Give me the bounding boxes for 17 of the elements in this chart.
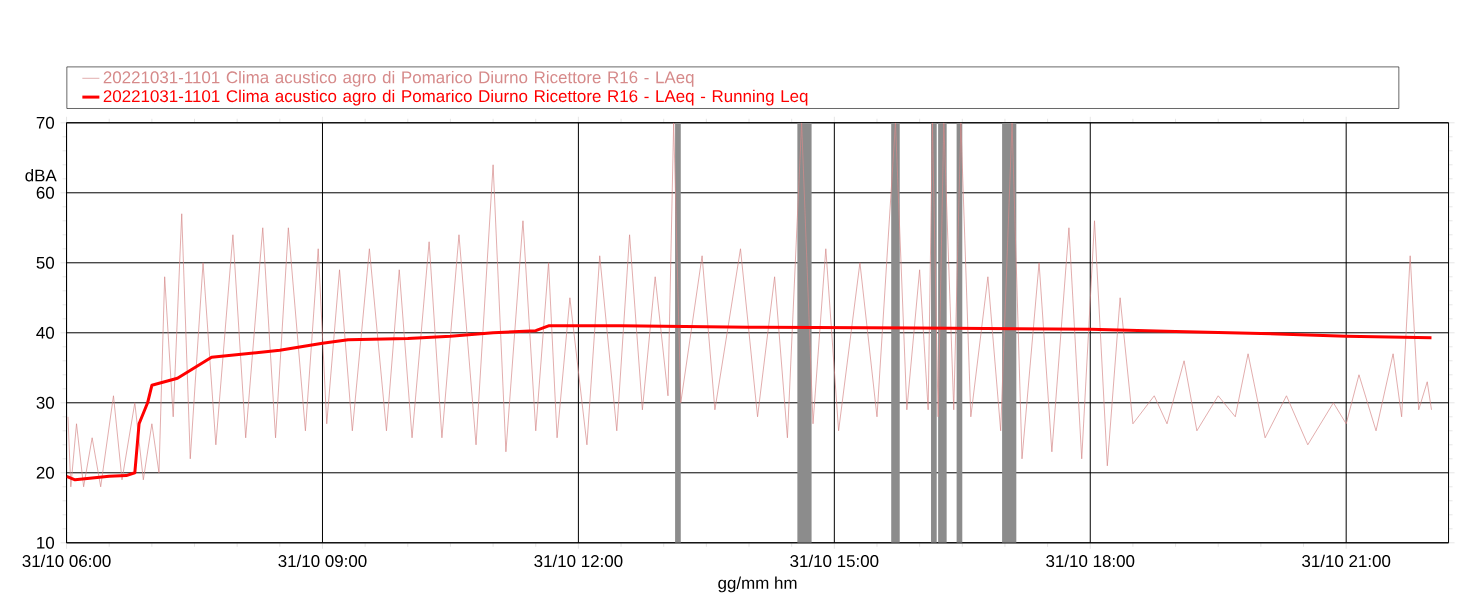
- x-tick-label: 31/10 15:00: [790, 554, 879, 568]
- y-tick-label: 30: [36, 396, 55, 409]
- x-tick-label: 31/10 09:00: [278, 554, 367, 568]
- legend-label: 20221031-1101 Clima acustico agro di Pomarico Diurno Ricettore R16 - LAeq: [103, 70, 694, 87]
- y-tick-label: 50: [36, 256, 55, 269]
- x-axis-title: gg/mm hm: [718, 576, 797, 593]
- x-tick-label: 31/10 06:00: [22, 554, 111, 568]
- y-axis-title: dBA: [25, 169, 57, 182]
- y-tick-label: 20: [36, 466, 55, 479]
- y-tick-label: 70: [36, 116, 55, 129]
- legend-label: 20221031-1101 Clima acustico agro di Pomarico Diurno Ricettore R16 - LAeq - Running Leq: [103, 89, 808, 106]
- y-tick-label: 40: [36, 326, 55, 339]
- x-tick-label: 31/10 21:00: [1302, 554, 1391, 568]
- x-tick-label: 31/10 18:00: [1046, 554, 1135, 568]
- y-tick-label: 60: [36, 186, 55, 199]
- x-tick-label: 31/10 12:00: [534, 554, 623, 568]
- y-tick-label: 10: [37, 536, 55, 549]
